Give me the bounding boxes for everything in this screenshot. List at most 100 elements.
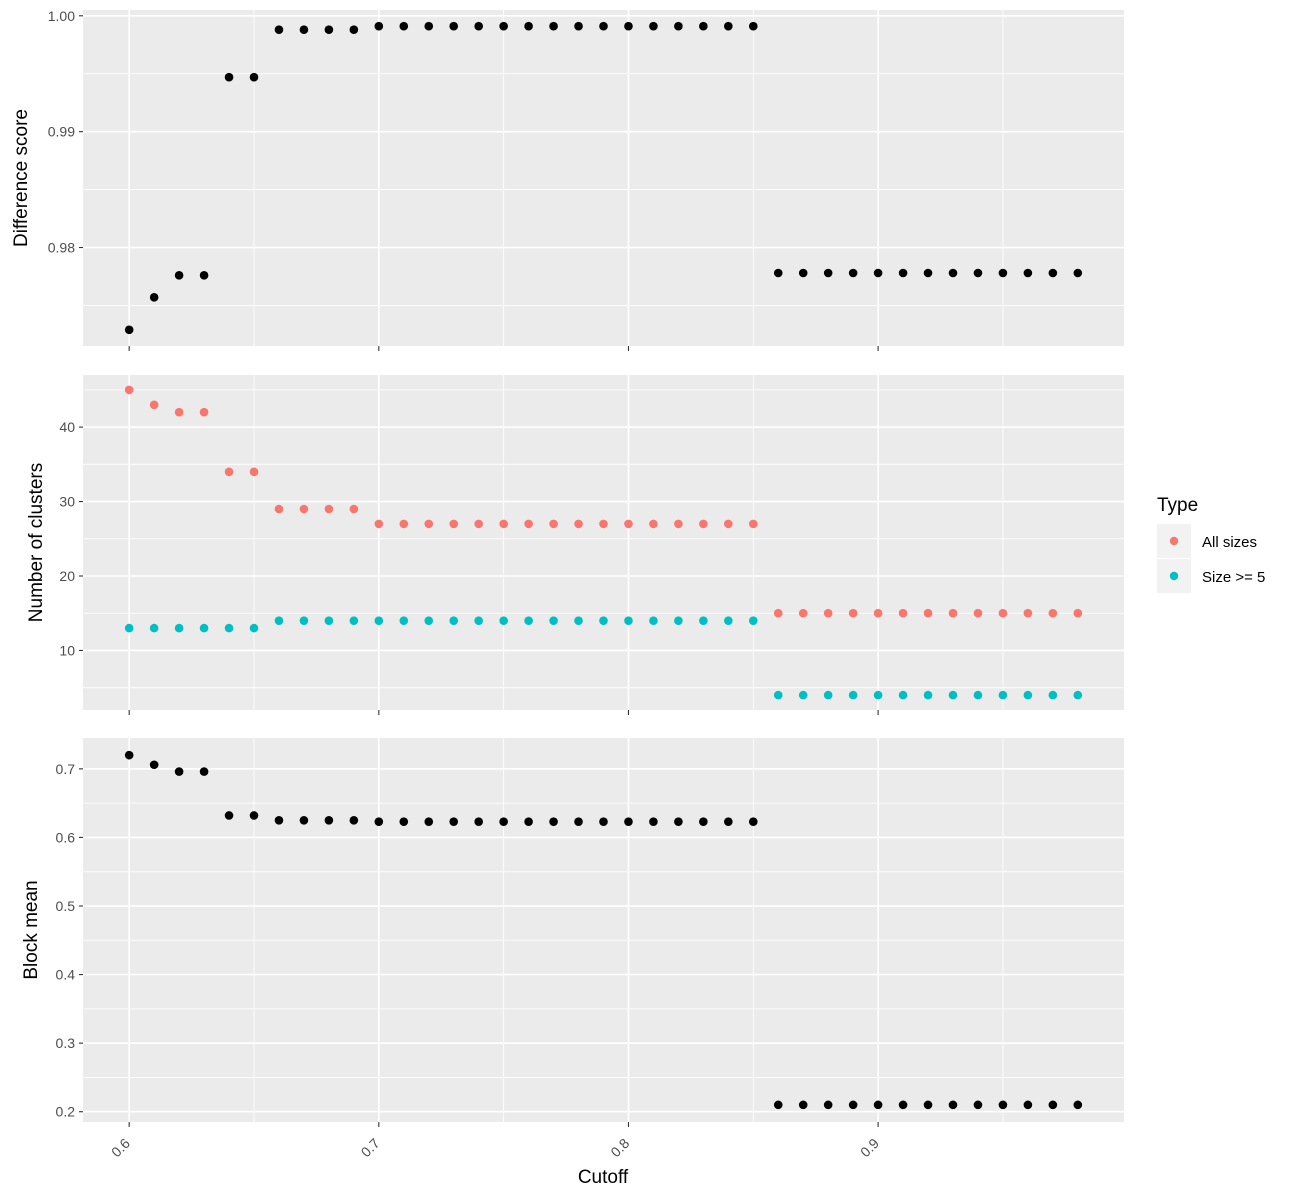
- data-point: [674, 21, 683, 31]
- data-point: [474, 21, 483, 31]
- data-point: [748, 21, 758, 31]
- data-point: [649, 616, 658, 625]
- data-point: [773, 1100, 783, 1110]
- data-point: [674, 817, 683, 826]
- legend-key-all-sizes: [1169, 536, 1179, 546]
- data-point: [549, 21, 558, 31]
- data-point: [324, 25, 334, 34]
- data-point: [249, 467, 259, 477]
- data-point: [524, 817, 533, 826]
- data-point: [724, 817, 733, 826]
- data-point: [424, 21, 434, 31]
- x-axis-title: Cutoff: [578, 1167, 629, 1188]
- data-point: [823, 1100, 833, 1110]
- data-point: [973, 690, 983, 700]
- data-point: [299, 504, 309, 514]
- data-point: [249, 811, 259, 820]
- data-point: [199, 407, 209, 417]
- data-point: [823, 608, 833, 618]
- y-tick-label: 1.00: [48, 8, 75, 24]
- data-point: [1073, 268, 1083, 278]
- y-tick-label: 0.3: [56, 1035, 76, 1051]
- data-point: [773, 608, 783, 618]
- data-point: [349, 25, 359, 34]
- data-point: [274, 616, 284, 625]
- data-point: [748, 817, 758, 826]
- data-point: [1023, 690, 1033, 700]
- data-point: [798, 608, 808, 618]
- data-point: [399, 616, 409, 625]
- data-point: [1048, 268, 1058, 278]
- data-point: [748, 616, 758, 625]
- data-point: [674, 519, 683, 529]
- data-point: [399, 21, 409, 31]
- data-point: [274, 815, 284, 825]
- data-point: [898, 268, 908, 278]
- data-point: [699, 21, 708, 31]
- data-point: [1023, 1100, 1033, 1110]
- x-tick-label: 0.7: [358, 1135, 383, 1160]
- data-point: [349, 815, 359, 825]
- data-point: [798, 1100, 808, 1110]
- data-point: [624, 616, 633, 625]
- data-point: [1048, 608, 1058, 618]
- y-tick-label: 0.99: [48, 124, 75, 140]
- data-point: [449, 519, 459, 529]
- panel-background: [83, 10, 1124, 346]
- data-point: [574, 21, 583, 31]
- data-point: [823, 690, 833, 700]
- y-tick-label: 0.7: [56, 761, 76, 777]
- data-point: [773, 690, 783, 700]
- data-point: [199, 271, 209, 280]
- data-point: [574, 519, 583, 529]
- y-tick-label: 30: [59, 494, 75, 510]
- data-point: [124, 385, 134, 395]
- data-point: [798, 690, 808, 700]
- panel-difference-score: 0.98 0.99 1.00 Difference score: [11, 8, 1124, 351]
- y-tick-label: 0.6: [56, 829, 76, 845]
- data-point: [998, 1100, 1008, 1110]
- data-point: [624, 519, 633, 529]
- data-point: [174, 407, 184, 417]
- data-point: [474, 519, 483, 529]
- data-point: [424, 519, 434, 529]
- data-point: [848, 690, 858, 700]
- data-point: [299, 815, 309, 825]
- data-point: [649, 519, 658, 529]
- data-point: [349, 616, 359, 625]
- data-point: [174, 767, 184, 776]
- data-point: [599, 817, 608, 826]
- x-tick-label: 0.6: [108, 1135, 133, 1160]
- data-point: [923, 268, 933, 278]
- data-point: [1023, 268, 1033, 278]
- data-point: [848, 268, 858, 278]
- data-point: [499, 519, 508, 529]
- legend-label-all-sizes: All sizes: [1202, 534, 1257, 551]
- data-point: [624, 21, 633, 31]
- data-point: [149, 760, 159, 770]
- data-point: [549, 616, 558, 625]
- data-point: [1073, 690, 1083, 700]
- data-point: [499, 616, 508, 625]
- data-point: [374, 616, 384, 625]
- data-point: [923, 690, 933, 700]
- data-point: [324, 504, 334, 514]
- data-point: [424, 616, 434, 625]
- data-point: [624, 817, 633, 826]
- data-point: [1073, 1100, 1083, 1110]
- data-point: [549, 519, 558, 529]
- data-point: [449, 21, 459, 31]
- data-point: [699, 519, 708, 529]
- data-point: [1073, 608, 1083, 618]
- data-point: [1048, 690, 1058, 700]
- data-point: [124, 623, 134, 633]
- data-point: [424, 817, 434, 826]
- data-point: [948, 1100, 958, 1110]
- legend-title: Type: [1157, 495, 1198, 516]
- x-tick-label: 0.8: [607, 1135, 632, 1160]
- data-point: [674, 616, 683, 625]
- data-point: [699, 817, 708, 826]
- legend: Type All sizes Size >= 5: [1157, 495, 1265, 593]
- y-tick-label: 0.5: [56, 898, 76, 914]
